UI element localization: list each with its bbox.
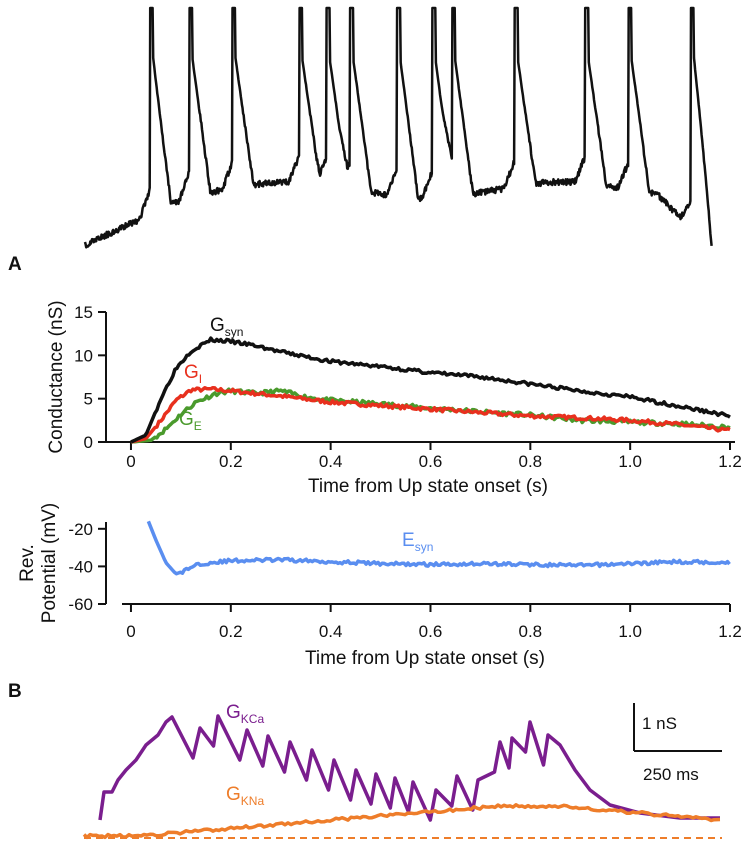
series-line-gsyn [130, 336, 731, 444]
panel-label-a: A [8, 254, 22, 275]
ge-label-main: G [179, 409, 194, 430]
esyn-label-main: E [402, 530, 415, 551]
conductance-x-tick-label: 0 [126, 452, 135, 471]
reversal-potential-chart: -20 -40 -60 0 0.2 0.4 0.6 0.8 1.0 1.2 Rev. Poten… [17, 503, 742, 669]
conductance-chart: 0 5 10 15 0 0.2 0.4 0.6 0.8 1.0 1.2 Conductance (… [46, 300, 742, 497]
conductance-y-tick-label: 15 [74, 303, 93, 322]
reversal-y-axis-label-line2: Potential (mV) [39, 503, 60, 623]
conductance-x-axis-label: Time from Up state onset (s) [308, 476, 548, 497]
scale-bar: 1 nS 250 ms [633, 703, 722, 784]
conductance-x-tick-label: 0.2 [219, 452, 243, 471]
reversal-x-tick-label: 0 [126, 622, 135, 641]
conductance-y-tick-label: 5 [84, 390, 93, 409]
ge-label: GE [179, 409, 202, 433]
gkca-trace-line [98, 714, 720, 822]
reversal-y-tick-label: -40 [68, 557, 93, 576]
reversal-y-tick-label: -60 [68, 595, 93, 614]
conductance-x-tick-label: 1.2 [718, 452, 742, 471]
gkna-label-sub: KNa [241, 794, 265, 808]
scale-bar-y-label: 1 nS [642, 714, 677, 733]
conductance-x-tick-label: 0.6 [419, 452, 443, 471]
gkca-label: GKCa [226, 702, 264, 726]
conductance-y-axis-label: Conductance (nS) [46, 300, 67, 453]
reversal-x-tick-label: 0.6 [419, 622, 443, 641]
gsyn-label-sub: syn [225, 325, 244, 339]
esyn-label: Esyn [402, 530, 433, 554]
gsyn-label-main: G [210, 315, 225, 336]
reversal-x-tick-label: 1.2 [718, 622, 742, 641]
reversal-y-axis-label-line1: Rev. [17, 544, 38, 582]
gkca-label-main: G [226, 702, 241, 723]
k-conductance-panel: GKCa GKNa 1 nS 250 ms [82, 702, 722, 840]
gkca-label-sub: KCa [241, 712, 265, 726]
conductance-y-tick-label: 0 [84, 433, 93, 452]
reversal-x-tick-label: 0.2 [219, 622, 243, 641]
reversal-x-axis-label: Time from Up state onset (s) [305, 648, 545, 669]
conductance-x-tick-label: 0.4 [319, 452, 343, 471]
conductance-y-tick-label: 10 [74, 346, 93, 365]
scale-bar-x-label: 250 ms [643, 765, 699, 784]
gkna-trace-line [82, 803, 721, 840]
panel-label-b: B [8, 681, 22, 702]
gi-label: GI [184, 362, 202, 386]
gkna-label-main: G [226, 784, 241, 805]
vm-trace-line [83, 6, 713, 249]
series-line-esyn [146, 520, 731, 576]
esyn-label-sub: syn [415, 540, 434, 554]
gi-label-sub: I [199, 372, 202, 386]
gi-label-main: G [184, 362, 199, 383]
gsyn-label: Gsyn [210, 315, 243, 339]
reversal-x-tick-label: 1.0 [618, 622, 642, 641]
series-line-ge [130, 387, 731, 444]
ge-label-sub: E [194, 419, 202, 433]
conductance-x-tick-label: 0.8 [519, 452, 543, 471]
reversal-x-tick-label: 0.8 [519, 622, 543, 641]
conductance-x-tick-label: 1.0 [618, 452, 642, 471]
series-line-gi [130, 385, 731, 444]
reversal-x-tick-label: 0.4 [319, 622, 343, 641]
reversal-y-tick-label: -20 [68, 520, 93, 539]
vm-trace-panel [83, 6, 713, 249]
gkna-label: GKNa [226, 784, 264, 808]
